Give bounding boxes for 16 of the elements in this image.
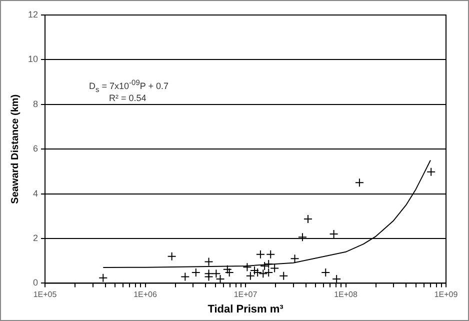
annotation: R² = 0.54	[109, 92, 146, 104]
x-tick-label: 1E+06	[134, 290, 158, 300]
x-tick-label: 1E+07	[234, 290, 258, 300]
annotation: D$_{s}$ = 7x10$^{-09}$P + 0.7	[89, 78, 168, 94]
x-tick-label: 1E+08	[334, 290, 358, 300]
x-tick-label: 1E+09	[434, 290, 458, 300]
x-axis-title: Tidal Prism m³	[208, 303, 284, 316]
y-tick-label: 8	[32, 98, 38, 109]
y-tick-label: 10	[28, 54, 38, 64]
x-tick-label: 1E+05	[33, 290, 58, 300]
y-tick-label: 0	[32, 278, 38, 288]
y-tick-label: 2	[32, 232, 38, 243]
y-axis-title: Seaward Distance (km)	[10, 94, 21, 204]
y-tick-label: 4	[32, 188, 38, 198]
y-tick-label: 12	[28, 9, 38, 20]
y-tick-label: 6	[32, 144, 38, 154]
